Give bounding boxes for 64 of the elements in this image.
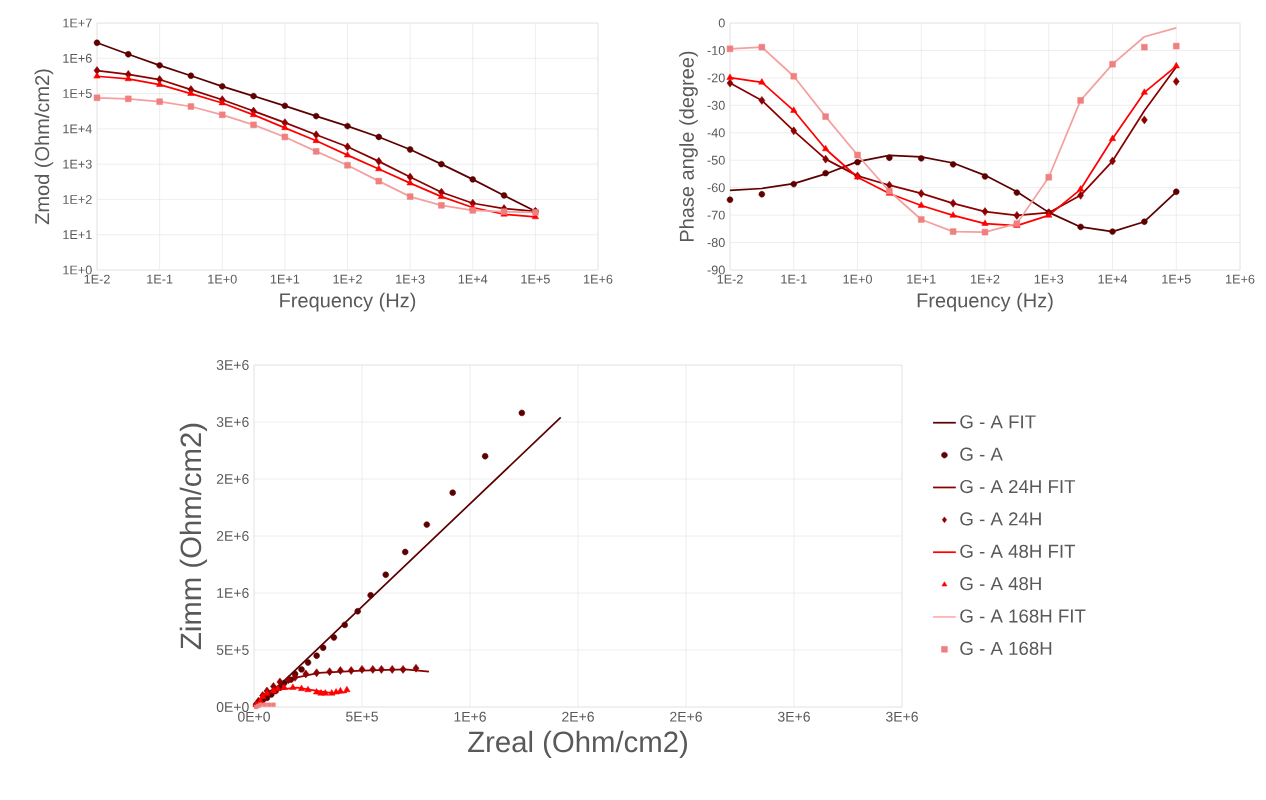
x-tick-label: 1E-2 <box>717 274 743 284</box>
y-axis-title: Zimm (Ohm/cm2) <box>179 423 208 650</box>
x-tick-label: 3E+6 <box>777 711 810 722</box>
legend-label: G - A 24H FIT <box>960 479 1076 494</box>
y-tick-label: -90 <box>707 265 725 275</box>
x-tick-label: 0E+0 <box>238 711 270 722</box>
y-tick-label: 0 <box>718 18 725 28</box>
x-tick-label: 1E-2 <box>84 274 110 284</box>
x-tick-label: 1E+4 <box>458 274 488 284</box>
x-tick-label: 1E-1 <box>781 274 807 284</box>
x-tick-label: 1E+1 <box>907 274 936 284</box>
x-tick-label: 1E+6 <box>454 711 486 722</box>
y-tick-label: 1E+2 <box>63 195 92 204</box>
y-tick-label: -20 <box>707 73 725 83</box>
y-tick-label: 1E+7 <box>63 18 92 28</box>
y-tick-label: -40 <box>707 128 725 138</box>
x-tick-label: 1E+0 <box>843 274 872 284</box>
y-tick-label: 3E+6 <box>216 417 249 427</box>
y-tick-label: 5E+5 <box>216 645 249 655</box>
y-tick-label: -30 <box>707 100 725 110</box>
y-tick-label: 1E+4 <box>63 124 92 134</box>
x-tick-label: 1E+2 <box>971 274 1000 284</box>
x-tick-label: 1E+5 <box>521 274 550 284</box>
x-tick-label: 1E+5 <box>1162 274 1191 284</box>
y-tick-label: 1E+1 <box>63 230 92 240</box>
x-tick-label: 5E+5 <box>346 711 378 722</box>
x-tick-label: 1E+6 <box>1226 274 1255 284</box>
x-tick-label: 2E+6 <box>670 711 702 722</box>
x-tick-label: 1E+3 <box>1034 274 1064 284</box>
y-tick-label: -70 <box>707 210 725 220</box>
y-tick-label: 1E+6 <box>217 588 249 598</box>
y-tick-label: -50 <box>707 155 725 165</box>
y-tick-label: 0E+0 <box>216 702 249 712</box>
x-tick-label: 1E-1 <box>147 274 173 284</box>
x-axis-title: Frequency (Hz) <box>280 292 416 312</box>
y-tick-label: -60 <box>707 183 725 193</box>
x-axis-title: Frequency (Hz) <box>917 292 1053 312</box>
y-tick-label: -10 <box>707 45 725 55</box>
legend-label: G - A 24H <box>960 512 1041 526</box>
y-axis-title: Zmod (Ohm/cm2) <box>34 69 54 225</box>
y-tick-label: -80 <box>707 238 725 248</box>
x-tick-label: 1E+4 <box>1098 274 1128 284</box>
legend-label: G - A 48H FIT <box>960 544 1076 558</box>
x-tick-label: 1E+6 <box>584 274 613 284</box>
x-tick-label: 1E+1 <box>270 274 300 284</box>
legend-label: G - A 168H <box>960 641 1052 655</box>
y-tick-label: 1E+3 <box>63 159 92 169</box>
y-tick-label: 2E+6 <box>216 474 249 484</box>
x-tick-label: 1E+0 <box>208 274 237 284</box>
y-axis-title: Phase angle (degree) <box>679 51 698 242</box>
x-tick-label: 3E+6 <box>885 711 918 722</box>
x-tick-label: 1E+3 <box>396 274 425 284</box>
legend-label: G - A 168H FIT <box>960 609 1086 623</box>
legend-label: G - A <box>960 447 1003 461</box>
y-tick-label: 1E+0 <box>63 265 92 275</box>
y-tick-label: 2E+6 <box>216 531 249 541</box>
y-tick-label: 3E+6 <box>216 360 249 370</box>
x-axis-title: Zreal (Ohm/cm2) <box>468 730 687 759</box>
y-tick-label: 1E+5 <box>63 89 92 98</box>
legend-label: G - A 48H <box>960 577 1041 591</box>
x-tick-label: 2E+6 <box>562 711 594 722</box>
legend-label: G - A FIT <box>960 415 1036 429</box>
y-tick-label: 1E+6 <box>63 53 92 63</box>
x-tick-label: 1E+2 <box>333 274 362 284</box>
